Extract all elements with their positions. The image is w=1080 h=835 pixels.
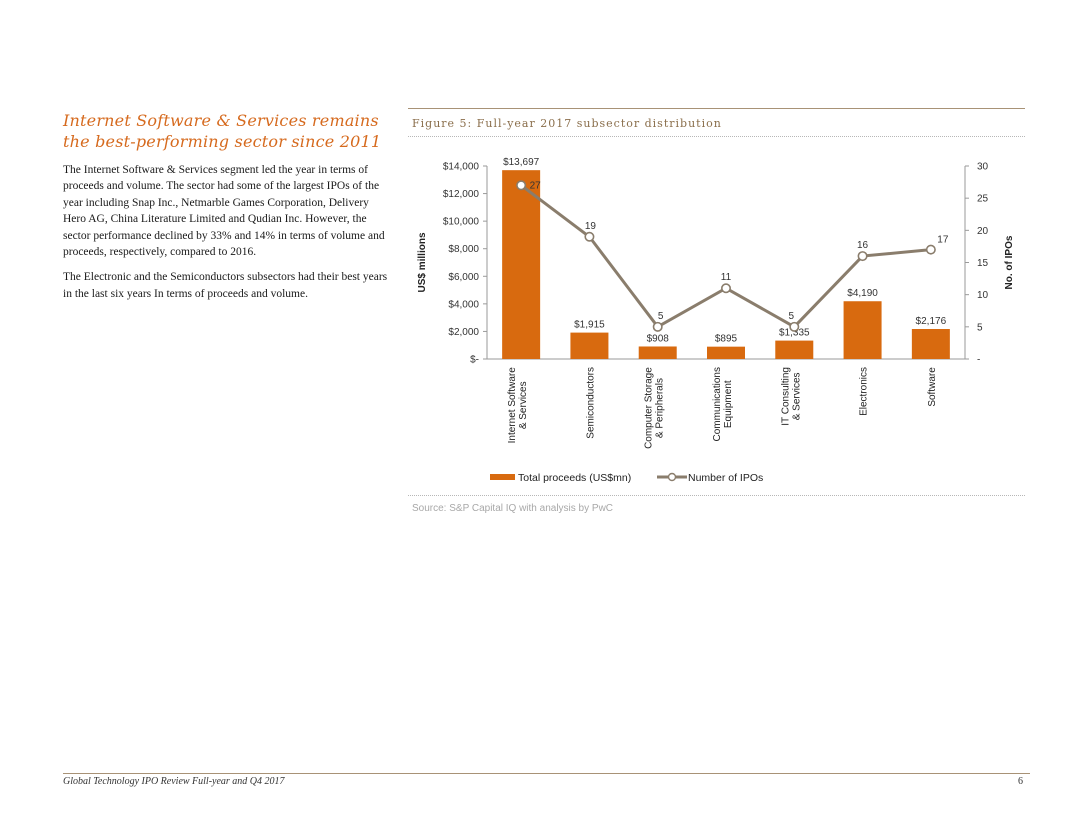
- figure-bottom-divider: [408, 495, 1025, 496]
- bar-data-label: $895: [715, 334, 738, 345]
- left-axis-tick-label: $2,000: [448, 327, 479, 338]
- figure-top-rule: [408, 108, 1025, 109]
- category-label: IT Consulting& Services: [780, 367, 802, 426]
- figure-title-divider: [408, 136, 1025, 137]
- line-marker: [584, 231, 595, 242]
- footer-text: Global Technology IPO Review Full-year a…: [63, 776, 285, 787]
- left-axis-tick-label: $8,000: [448, 244, 479, 255]
- commentary-column: Internet Software & Services remains the…: [63, 110, 393, 311]
- legend-label-line: Number of IPOs: [688, 472, 763, 484]
- right-axis-tick-label: 15: [977, 258, 989, 269]
- line-data-label: 5: [789, 311, 795, 322]
- bar-total-proceeds: [570, 332, 609, 359]
- right-axis-tick-label: 20: [977, 226, 989, 237]
- line-data-label: 17: [937, 235, 949, 246]
- bar-data-label: $2,176: [916, 316, 947, 327]
- legend-swatch-marker: [667, 472, 677, 482]
- category-label: Computer Storage& Peripherals: [644, 367, 666, 449]
- bar-data-label: $908: [647, 333, 670, 344]
- paragraph-2: The Electronic and the Semiconductors su…: [63, 271, 388, 300]
- page-number: 6: [1018, 776, 1023, 787]
- line-marker: [720, 283, 731, 294]
- bar-data-label: $13,697: [503, 157, 540, 168]
- line-data-label: 11: [721, 272, 732, 283]
- paragraph-1: The Internet Software & Services segment…: [63, 164, 385, 259]
- left-axis-tick-label: $-: [470, 355, 479, 366]
- category-label: Software: [927, 367, 938, 407]
- line-marker: [789, 321, 800, 332]
- headline-line-1: Internet Software & Services remains: [63, 111, 379, 130]
- left-axis-tick-label: $4,000: [448, 299, 479, 310]
- left-axis-tick-label: $14,000: [443, 162, 480, 173]
- legend-swatch-bar: [490, 474, 515, 480]
- line-data-label: 19: [585, 221, 597, 232]
- category-label: Electronics: [859, 367, 870, 416]
- bar-total-proceeds: [707, 346, 745, 359]
- right-axis-tick-label: 30: [977, 162, 989, 173]
- right-axis-tick-label: 5: [977, 322, 983, 333]
- bar-total-proceeds: [911, 329, 950, 359]
- bar-total-proceeds: [502, 170, 541, 359]
- line-marker: [516, 180, 527, 191]
- line-data-label: 5: [658, 311, 664, 322]
- bar-data-label: $1,915: [574, 320, 605, 331]
- left-axis-tick-label: $10,000: [443, 217, 480, 228]
- right-axis-tick-label: -: [977, 355, 980, 366]
- right-axis-title: No. of IPOs: [1004, 235, 1015, 289]
- figure-source: Source: S&P Capital IQ with analysis by …: [412, 503, 614, 514]
- bar-total-proceeds: [638, 346, 677, 359]
- bar-data-label: $1,335: [779, 328, 810, 339]
- line-data-label: 16: [857, 240, 869, 251]
- left-axis-tick-label: $12,000: [443, 189, 480, 200]
- bar-data-label: $4,190: [847, 288, 878, 299]
- right-axis-tick-label: 25: [977, 194, 989, 205]
- line-marker: [652, 321, 663, 332]
- line-marker: [857, 251, 868, 262]
- bar-total-proceeds: [775, 340, 814, 359]
- left-axis-tick-label: $6,000: [448, 272, 479, 283]
- footer-rule: [63, 773, 1030, 774]
- right-axis-tick-label: 10: [977, 290, 989, 301]
- line-marker: [925, 244, 936, 255]
- section-headline: Internet Software & Services remains the…: [63, 110, 393, 152]
- category-label: Internet Software& Services: [507, 367, 529, 444]
- figure-title: Figure 5: Full-year 2017 subsector distr…: [412, 117, 722, 130]
- category-label: Semiconductors: [585, 367, 596, 439]
- left-axis-title: US$ millions: [417, 232, 428, 292]
- legend-label-bar: Total proceeds (US$mn): [518, 472, 631, 484]
- subsector-chart: $- $2,000 $4,000 $6,000 $8,000 $10,000 $12,000…: [417, 157, 1015, 484]
- bar-total-proceeds: [843, 301, 882, 359]
- headline-line-2: the best-performing sector since 2011: [63, 132, 382, 151]
- line-data-label: 27: [530, 180, 542, 191]
- category-label: CommunicationsEquipment: [712, 367, 734, 441]
